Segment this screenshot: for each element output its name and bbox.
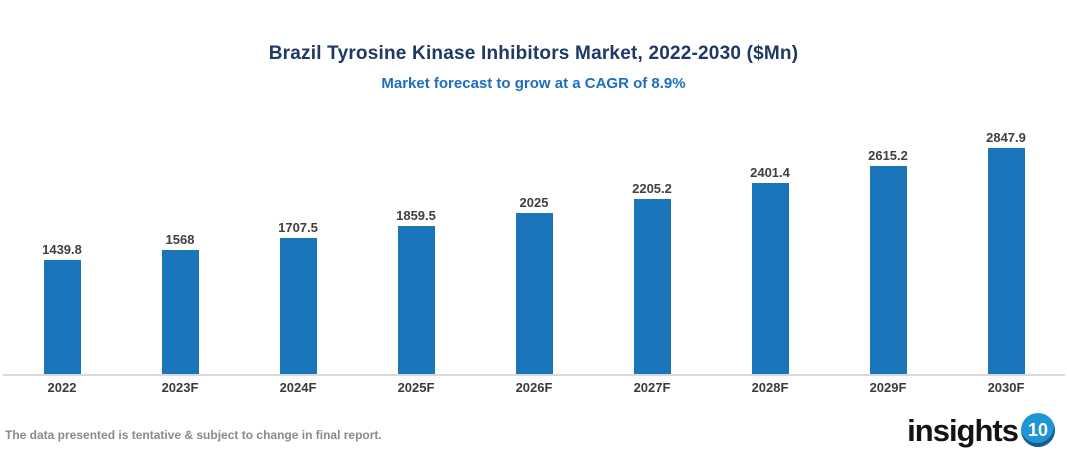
plot-area: 1439.8 1568 1707.5 1859.5 2025 2205.2 2401.4 26… <box>3 128 1065 376</box>
x-axis-label: 2022 <box>47 380 77 395</box>
x-axis-label: 2025F <box>397 380 435 395</box>
bar-column: 2025 <box>475 195 593 374</box>
bar-column: 1439.8 <box>3 242 121 374</box>
bar-column: 1707.5 <box>239 220 357 374</box>
bar <box>515 213 553 374</box>
bar-value-label: 2615.2 <box>868 148 908 163</box>
insights10-logo: insights 10 <box>907 413 1055 447</box>
bar <box>633 199 671 374</box>
bar <box>43 260 81 374</box>
chart-subtitle: Market forecast to grow at a CAGR of 8.9… <box>381 75 686 92</box>
x-axis-label: 2026F <box>515 380 553 395</box>
x-axis-label: 2027F <box>633 380 671 395</box>
logo-wordmark: insights <box>907 412 1019 448</box>
bar-column: 2615.2 <box>829 148 947 374</box>
x-axis-label: 2029F <box>869 380 907 395</box>
bar-value-label: 1439.8 <box>42 242 82 257</box>
x-axis-label: 2024F <box>279 380 317 395</box>
bar-column: 2205.2 <box>593 181 711 374</box>
bar <box>279 238 317 374</box>
bar-value-label: 2401.4 <box>750 165 790 180</box>
bar-column: 2401.4 <box>711 165 829 374</box>
x-axis-label: 2023F <box>161 380 199 395</box>
bar-value-label: 1707.5 <box>278 220 318 235</box>
bar <box>869 166 907 374</box>
bar-column: 2847.9 <box>947 130 1065 374</box>
bar-value-label: 1859.5 <box>396 208 436 223</box>
bar <box>751 183 789 374</box>
disclaimer-text: The data presented is tentative & subjec… <box>5 428 382 442</box>
bar <box>987 148 1025 374</box>
logo-badge-circle: 10 <box>1021 413 1055 447</box>
x-axis-label: 2030F <box>987 380 1025 395</box>
bar-value-label: 1568 <box>165 232 195 247</box>
x-axis-label: 2028F <box>751 380 789 395</box>
bar-value-label: 2205.2 <box>632 181 672 196</box>
x-axis-labels: 2022 2023F 2024F 2025F 2026F 2027F 2028F 2029F 2… <box>3 380 1065 395</box>
bar <box>397 226 435 374</box>
bar <box>161 250 199 374</box>
bar-column: 1568 <box>121 232 239 374</box>
bar-value-label: 2847.9 <box>986 130 1026 145</box>
bar-column: 1859.5 <box>357 208 475 374</box>
chart-title: Brazil Tyrosine Kinase Inhibitors Market… <box>268 43 799 64</box>
bar-value-label: 2025 <box>519 195 549 210</box>
